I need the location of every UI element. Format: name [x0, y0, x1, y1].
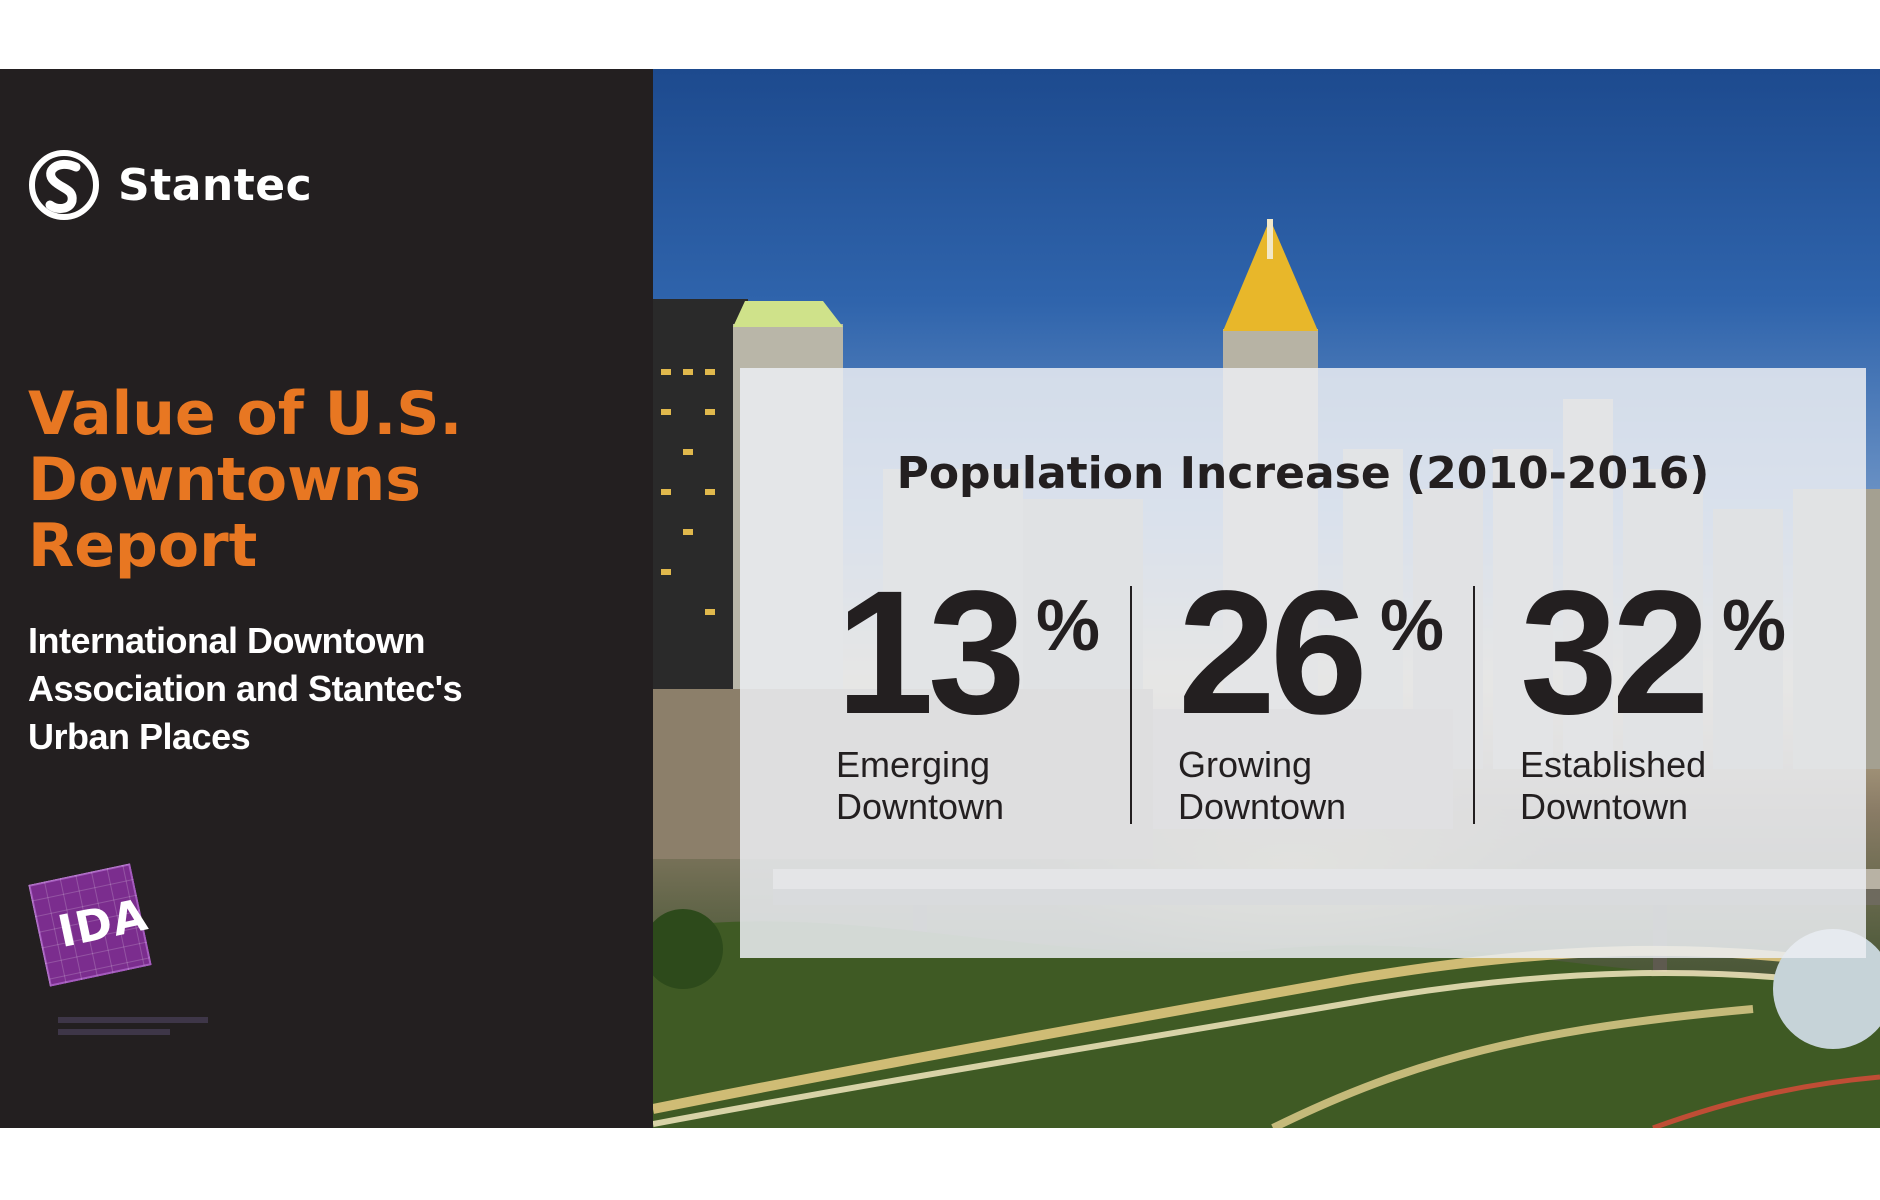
report-banner: Stantec Value of U.S. Downtowns Report I… — [0, 69, 1880, 1128]
report-subtitle: International Downtown Association and S… — [28, 620, 463, 757]
stat-established: 32 % Established Downtown — [1520, 555, 1840, 868]
stat-number: 13 — [836, 555, 1026, 751]
stat-percent: % — [1380, 586, 1445, 666]
report-title: Value of U.S. Downtowns Report — [28, 379, 463, 581]
stantec-s-logo-icon — [29, 150, 99, 220]
stantec-brand: Stantec — [28, 149, 312, 221]
stat-growing: 26 % Growing Downtown — [1178, 555, 1498, 868]
stat-divider — [1130, 586, 1132, 824]
stat-emerging: 13 % Emerging Downtown — [836, 555, 1156, 868]
ida-logo-icon: IDA — [28, 863, 152, 987]
stantec-name: Stantec — [118, 159, 313, 211]
ida-logo: IDA — [28, 863, 220, 1043]
stat-percent: % — [1722, 586, 1787, 666]
stat-label: Established Downtown — [1520, 744, 1707, 827]
stats-title: Population Increase (2010-2016) — [896, 448, 1710, 499]
left-panel: Stantec Value of U.S. Downtowns Report I… — [0, 69, 653, 1128]
stat-label: Growing Downtown — [1178, 744, 1347, 827]
population-stats-panel: Population Increase (2010-2016) 13 % Eme… — [740, 368, 1866, 958]
ida-tagline-graphic — [58, 1017, 208, 1035]
stat-number: 26 — [1178, 555, 1368, 751]
stat-divider — [1473, 586, 1475, 824]
stat-percent: % — [1036, 586, 1101, 666]
stat-label: Emerging Downtown — [836, 744, 1005, 827]
stat-number: 32 — [1520, 555, 1710, 751]
